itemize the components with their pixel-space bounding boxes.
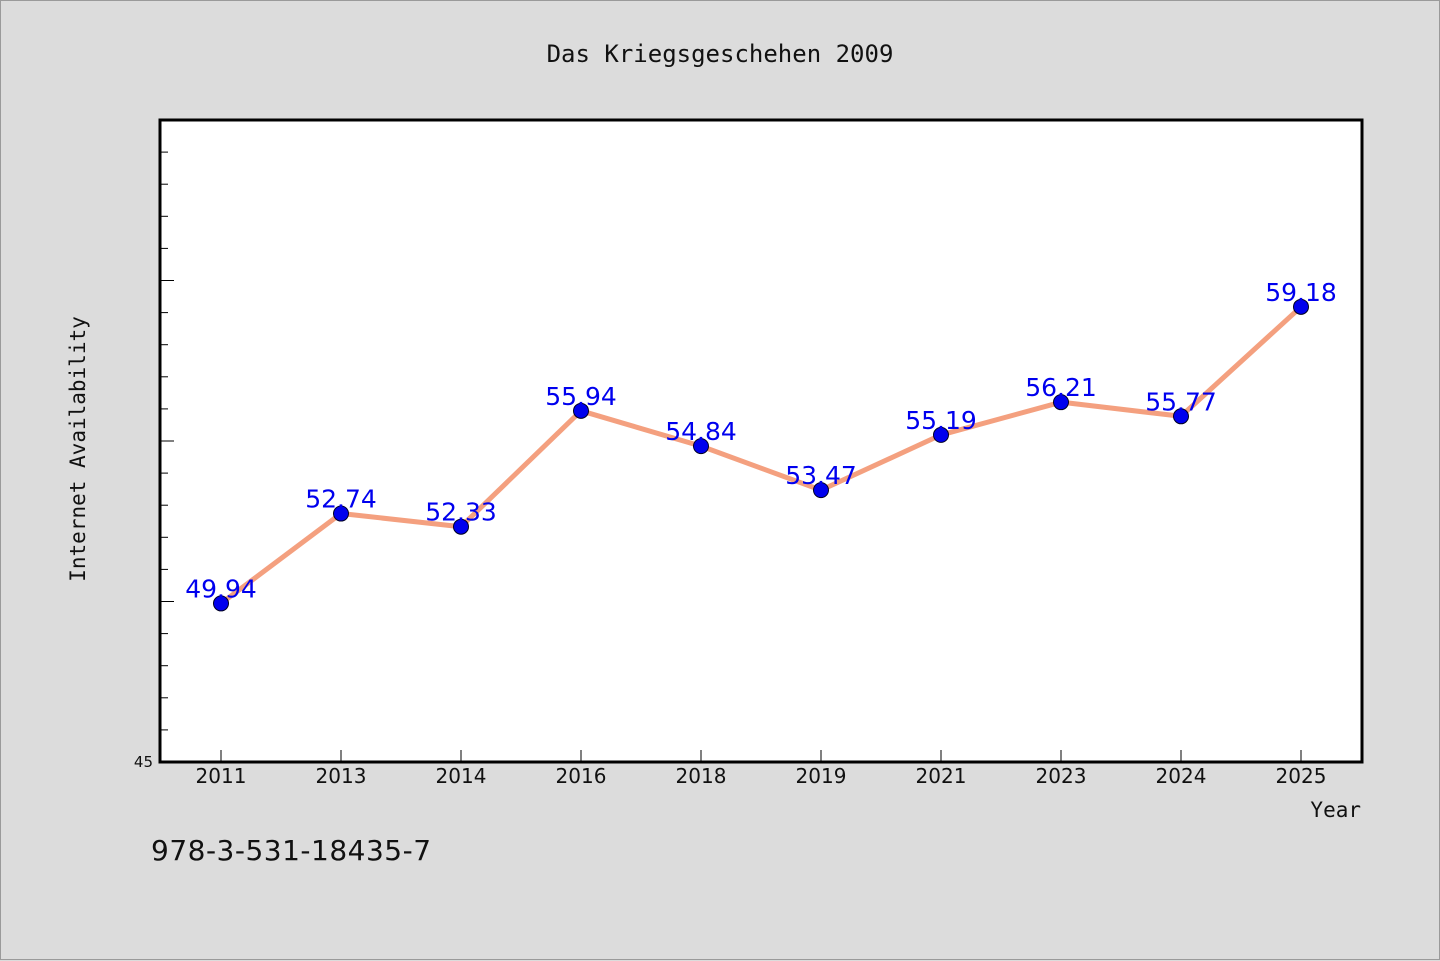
isbn-text: 978-3-531-18435-7: [151, 834, 432, 867]
chart-title: Das Kriegsgeschehen 2009: [547, 40, 894, 68]
x-tick-label: 2016: [556, 764, 607, 788]
x-tick-label: 2021: [916, 764, 967, 788]
x-axis-tick-labels: 2011 2013 2014 2016 2018 2019 2021 2023 2024 2025: [196, 764, 1327, 788]
data-point: [1293, 298, 1309, 315]
data-point: [573, 402, 589, 419]
data-point: [1173, 408, 1189, 425]
x-tick-label: 2011: [196, 764, 247, 788]
series-layer: 49.94 52.74 52.33 55.94 54.84 53.47 55.19 56.21…: [185, 278, 1337, 612]
x-tick-label: 2019: [796, 764, 847, 788]
x-tick-label: 2023: [1036, 764, 1087, 788]
data-point: [453, 518, 469, 535]
data-label: 55.19: [905, 406, 977, 435]
x-axis-title: Year: [1310, 798, 1361, 822]
x-axis-ticks: [220, 750, 1302, 762]
y-axis-ticks: [160, 151, 174, 731]
data-label: 49.94: [185, 574, 257, 603]
data-point: [333, 505, 349, 522]
data-point: [813, 482, 829, 499]
x-tick-label: 2013: [316, 764, 367, 788]
data-label: 56.21: [1025, 373, 1097, 402]
data-label: 55.77: [1145, 387, 1217, 416]
x-tick-label: 2025: [1276, 764, 1327, 788]
x-tick-label: 2024: [1156, 764, 1207, 788]
series-line: [218, 304, 1304, 606]
data-label: 52.33: [425, 498, 497, 527]
data-point: [693, 438, 709, 455]
plot-area: [158, 118, 1364, 764]
data-label: 52.74: [305, 485, 377, 514]
y-axis-title: Internet Availability: [66, 316, 90, 582]
data-point: [933, 426, 949, 443]
x-tick-label: 2018: [676, 764, 727, 788]
y-tick-label: 45: [134, 753, 153, 771]
data-label: 53.47: [785, 461, 857, 490]
data-label: 54.84: [665, 417, 737, 446]
data-label: 59.18: [1265, 278, 1337, 307]
data-point: [1053, 394, 1069, 411]
data-point: [213, 595, 229, 612]
x-tick-label: 2014: [436, 764, 487, 788]
data-label: 55.94: [545, 382, 617, 411]
